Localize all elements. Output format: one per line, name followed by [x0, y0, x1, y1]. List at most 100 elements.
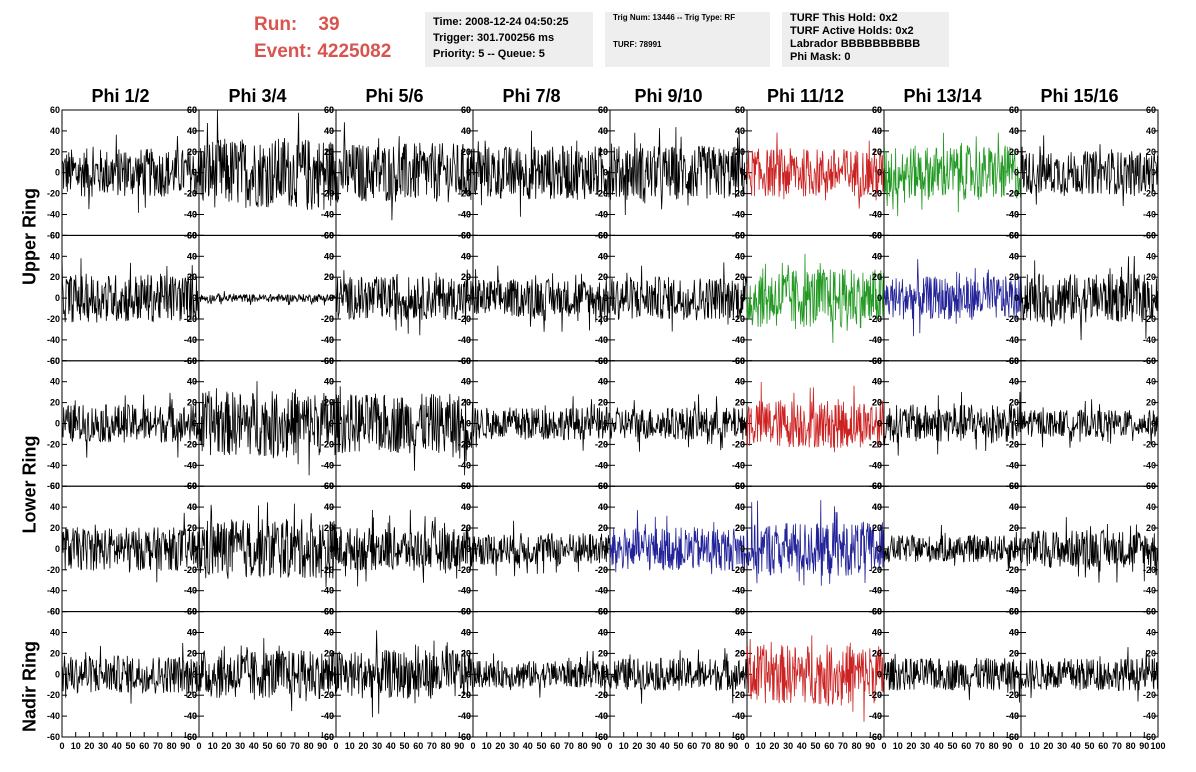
y-tick-label: -40 [458, 711, 471, 721]
y-tick-label: 40 [872, 126, 882, 136]
y-tick-label: 40 [872, 377, 882, 387]
y-tick-label: -40 [595, 586, 608, 596]
y-tick-label: 60 [872, 105, 882, 115]
y-tick-label: 60 [461, 105, 471, 115]
y-tick-label: 60 [461, 481, 471, 491]
y-tick-label: 20 [1009, 398, 1019, 408]
y-tick-label: -40 [47, 460, 60, 470]
y-tick-label: 60 [1009, 607, 1019, 617]
waveform-series [198, 291, 337, 306]
y-tick-label: 40 [187, 126, 197, 136]
phi-header-1: Phi 1/2 [91, 86, 150, 106]
y-tick-label: 20 [50, 648, 60, 658]
y-tick-label: 60 [324, 607, 334, 617]
x-tick-label: 80 [989, 741, 999, 751]
y-tick-label: 40 [1146, 377, 1156, 387]
y-tick-label: 20 [598, 272, 608, 282]
y-tick-label: -20 [321, 439, 334, 449]
y-tick-label: -40 [732, 460, 745, 470]
y-tick-label: 0 [466, 669, 471, 679]
y-tick-label: 40 [461, 126, 471, 136]
y-tick-label: -20 [321, 314, 334, 324]
y-tick-label: 60 [1009, 481, 1019, 491]
waveform-series [746, 500, 885, 586]
y-tick-label: -40 [1006, 460, 1019, 470]
event-label: Event: 4225082 [254, 41, 392, 62]
y-tick-label: 20 [598, 523, 608, 533]
y-tick-label: 60 [735, 356, 745, 366]
y-tick-label: 0 [740, 168, 745, 178]
x-tick-label: 30 [920, 741, 930, 751]
y-tick-label: 40 [1146, 126, 1156, 136]
y-tick-label: -20 [184, 189, 197, 199]
y-tick-label: -40 [47, 335, 60, 345]
y-tick-label: -40 [321, 586, 334, 596]
y-tick-label: 40 [324, 126, 334, 136]
y-tick-label: -20 [184, 439, 197, 449]
y-tick-label: -40 [869, 210, 882, 220]
y-tick-label: -40 [321, 335, 334, 345]
x-tick-label: 80 [167, 741, 177, 751]
waveform-series [61, 254, 200, 323]
y-tick-label: 20 [598, 523, 608, 533]
info-time: Time: 2008-12-24 04:50:25 [433, 16, 569, 28]
y-tick-label: 20 [735, 147, 745, 157]
y-tick-label: 60 [872, 105, 882, 115]
y-tick-label: 20 [735, 272, 745, 282]
y-tick-label: 40 [872, 377, 882, 387]
waveform-series [609, 648, 748, 704]
x-tick-label: 60 [687, 741, 697, 751]
y-tick-label: -20 [1006, 189, 1019, 199]
y-tick-label: 20 [1009, 398, 1019, 408]
y-tick-label: -40 [184, 711, 197, 721]
x-tick-label: 30 [509, 741, 519, 751]
waveform-series [1020, 135, 1159, 207]
y-tick-label: -20 [321, 314, 334, 324]
x-tick-label: 10 [619, 741, 629, 751]
y-tick-label: 20 [872, 523, 882, 533]
waveform-series [472, 265, 611, 332]
y-tick-label: 40 [461, 502, 471, 512]
x-tick-label: 20 [84, 741, 94, 751]
y-tick-label: 60 [598, 356, 608, 366]
y-tick-label: -40 [1006, 460, 1019, 470]
y-tick-label: 20 [598, 648, 608, 658]
waveform-series [883, 132, 1022, 217]
y-tick-label: -20 [595, 189, 608, 199]
y-tick-label: -40 [321, 460, 334, 470]
y-tick-label: 40 [187, 502, 197, 512]
y-tick-label: -20 [321, 189, 334, 199]
y-tick-label: -20 [595, 439, 608, 449]
y-tick-label: 0 [740, 544, 745, 554]
waveform-series [883, 259, 1022, 337]
y-tick-label: -40 [595, 335, 608, 345]
y-tick-label: 40 [1009, 628, 1019, 638]
y-tick-label: 20 [872, 272, 882, 282]
waveform-series [609, 510, 748, 575]
y-tick-label: 0 [466, 544, 471, 554]
y-tick-label: -40 [595, 586, 608, 596]
y-tick-label: 0 [192, 293, 197, 303]
y-tick-label: 60 [324, 105, 334, 115]
y-tick-label: -60 [184, 732, 197, 742]
y-tick-label: 40 [461, 628, 471, 638]
x-tick-label: 0 [59, 741, 64, 751]
waveform-series [746, 132, 885, 209]
waveform-series [883, 391, 1022, 456]
waveform-series [1020, 647, 1159, 702]
y-tick-label: -40 [1006, 711, 1019, 721]
y-tick-label: -20 [458, 314, 471, 324]
y-tick-label: 60 [50, 607, 60, 617]
y-tick-label: 20 [735, 648, 745, 658]
x-tick-label: 50 [262, 741, 272, 751]
y-tick-label: 40 [735, 126, 745, 136]
x-tick-label: 40 [386, 741, 396, 751]
y-tick-label: 40 [598, 126, 608, 136]
y-tick-label: 40 [187, 126, 197, 136]
x-tick-label: 30 [783, 741, 793, 751]
y-tick-label: -40 [1006, 335, 1019, 345]
y-tick-label: -60 [458, 732, 471, 742]
x-tick-label: 70 [701, 741, 711, 751]
y-tick-label: 40 [50, 377, 60, 387]
y-tick-label: 40 [187, 251, 197, 261]
